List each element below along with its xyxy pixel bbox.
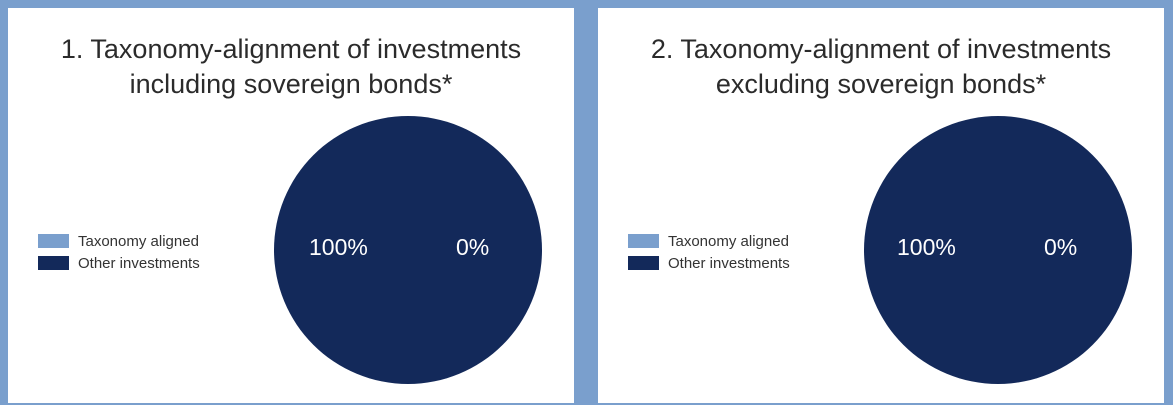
pie-chart	[274, 116, 542, 384]
legend-item-taxonomy-aligned: Taxonomy aligned	[628, 230, 790, 252]
legend-label: Other investments	[668, 254, 790, 272]
legend-item-other-investments: Other investments	[628, 252, 790, 274]
chart-title-line-1: 1. Taxonomy-alignment of investments	[60, 34, 522, 64]
chart-legend: Taxonomy aligned Other investments	[628, 230, 790, 274]
legend-swatch-taxonomy-aligned	[38, 234, 69, 248]
slice-label-other-investments: 100%	[897, 234, 956, 260]
chart-title: 2. Taxonomy-alignment of investments exc…	[598, 32, 1164, 102]
legend-item-other-investments: Other investments	[38, 252, 200, 274]
chart-legend: Taxonomy aligned Other investments	[38, 230, 200, 274]
legend-label: Taxonomy aligned	[78, 232, 199, 250]
legend-label: Other investments	[78, 254, 200, 272]
legend-item-taxonomy-aligned: Taxonomy aligned	[38, 230, 200, 252]
legend-label: Taxonomy aligned	[668, 232, 789, 250]
chart-panel-2: 2. Taxonomy-alignment of investments exc…	[598, 8, 1164, 403]
chart-title-line-1: 2. Taxonomy-alignment of investments	[650, 34, 1112, 64]
chart-title-line-2: including sovereign bonds*	[129, 69, 453, 99]
chart-title: 1. Taxonomy-alignment of investments inc…	[8, 32, 574, 102]
pie-chart	[864, 116, 1132, 384]
pie-slice-other-investments	[864, 116, 1132, 384]
legend-swatch-other-investments	[38, 256, 69, 270]
pie-slice-other-investments	[274, 116, 542, 384]
slice-label-taxonomy-aligned: 0%	[456, 234, 490, 260]
chart-title-line-2: excluding sovereign bonds*	[715, 69, 1047, 99]
slice-label-taxonomy-aligned: 0%	[1044, 234, 1078, 260]
legend-swatch-other-investments	[628, 256, 659, 270]
slice-label-other-investments: 100%	[309, 234, 368, 260]
chart-panel-1: 1. Taxonomy-alignment of investments inc…	[8, 8, 574, 403]
legend-swatch-taxonomy-aligned	[628, 234, 659, 248]
